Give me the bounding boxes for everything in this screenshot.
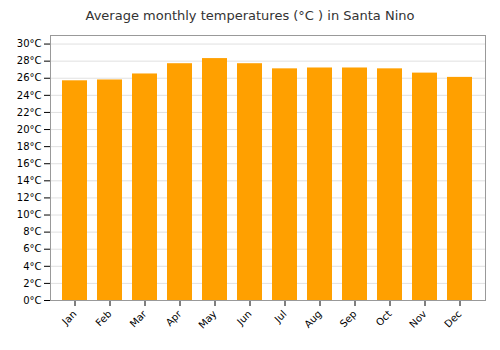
svg-text:Nov: Nov — [407, 308, 429, 330]
svg-text:Dec: Dec — [442, 308, 463, 329]
svg-text:14°C: 14°C — [17, 175, 42, 186]
svg-text:16°C: 16°C — [17, 158, 42, 169]
svg-text:26°C: 26°C — [17, 72, 42, 83]
svg-text:22°C: 22°C — [17, 107, 42, 118]
svg-text:Jul: Jul — [272, 308, 289, 325]
svg-text:8°C: 8°C — [23, 226, 41, 237]
svg-text:12°C: 12°C — [17, 192, 42, 203]
svg-text:Jan: Jan — [59, 308, 78, 327]
svg-text:10°C: 10°C — [17, 209, 42, 220]
svg-text:2°C: 2°C — [23, 278, 41, 289]
html-text:Average monthly temperatures (: Average monthly temperatures (°C ) in Sa… — [85, 8, 415, 23]
svg-text:Mar: Mar — [128, 308, 150, 330]
svg-text:Aug: Aug — [302, 308, 324, 330]
svg-text:28°C: 28°C — [17, 55, 42, 66]
svg-text:4°C: 4°C — [23, 261, 41, 272]
svg-text:Feb: Feb — [93, 308, 113, 328]
svg-text:18°C: 18°C — [17, 141, 42, 152]
svg-text:20°C: 20°C — [17, 124, 42, 135]
svg-text:Oct: Oct — [374, 308, 394, 328]
svg-text:24°C: 24°C — [17, 90, 42, 101]
svg-text:6°C: 6°C — [23, 243, 41, 254]
svg-text:May: May — [196, 308, 218, 330]
svg-text:Jun: Jun — [234, 308, 254, 328]
svg-text:0°C: 0°C — [23, 295, 41, 306]
svg-text:30°C: 30°C — [17, 38, 42, 49]
svg-text:Apr: Apr — [164, 308, 185, 329]
svg-text:Sep: Sep — [338, 308, 359, 329]
